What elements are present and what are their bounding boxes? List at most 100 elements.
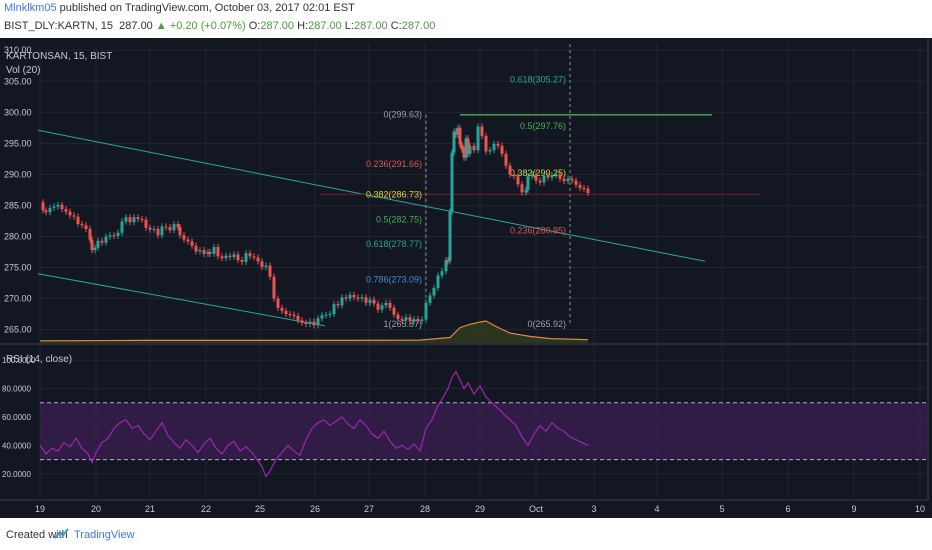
candle-body — [248, 253, 252, 257]
rsi-label: RSI (14, close) — [6, 354, 72, 365]
candle-body — [582, 188, 586, 190]
candle-body — [64, 209, 68, 212]
candle-body — [304, 322, 308, 324]
price-tick-label: 300.00 — [4, 107, 32, 117]
candle-body — [412, 319, 416, 321]
volume-ma-line — [39, 320, 589, 342]
candle-body — [428, 295, 432, 303]
candle-body — [508, 165, 512, 175]
candle-body — [520, 184, 524, 193]
time-tick-label: 21 — [145, 504, 155, 514]
time-tick-label: 9 — [851, 504, 856, 514]
close-label: C: — [390, 20, 402, 32]
candle-body — [44, 210, 48, 213]
candle-body — [228, 255, 232, 257]
time-tick-label: 20 — [91, 504, 101, 514]
candle-body — [488, 150, 492, 152]
high-label: H: — [297, 20, 309, 32]
time-tick-label: 25 — [255, 504, 265, 514]
fib-label: 0.618(305.27) — [510, 75, 566, 85]
candle-body — [198, 250, 202, 252]
candle-body — [332, 304, 336, 315]
price-tick-label: 310.00 — [4, 45, 32, 55]
author-link[interactable]: Mlnklkm05 — [4, 2, 57, 14]
price-candles — [41, 123, 590, 329]
candle-body — [432, 287, 436, 296]
candle-body — [400, 319, 404, 321]
candle-body — [364, 297, 368, 303]
fib-label: 0.236(291.66) — [366, 159, 422, 169]
candle-body — [120, 221, 124, 233]
volume-area — [40, 321, 588, 343]
candle-body — [280, 307, 284, 311]
candle-body — [496, 143, 500, 146]
candle-body — [190, 241, 194, 246]
trend-lines — [37, 114, 760, 327]
candle-body — [440, 271, 444, 276]
candle-body — [292, 314, 296, 316]
quote-line: BIST_DLY:KARTN, 15 287.00 ▲ +0.20 (+0.07… — [4, 20, 435, 32]
candle-body — [566, 178, 570, 182]
candle-body — [446, 260, 450, 262]
candle-body — [90, 239, 94, 251]
time-tick-label: 5 — [719, 504, 724, 514]
candle-body — [538, 180, 542, 183]
candle-body — [380, 305, 384, 310]
fib-label: 0.5(282.75) — [376, 214, 422, 224]
candle-body — [60, 204, 64, 210]
candle-body — [448, 211, 452, 262]
last-price: 287.00 — [119, 20, 153, 32]
candle-body — [186, 239, 190, 242]
fib-label: 0.236(280.95) — [510, 226, 566, 236]
rsi-tick-label: 40.0000 — [2, 441, 31, 450]
candle-body — [256, 257, 260, 262]
tradingview-logo-icon[interactable] — [54, 527, 70, 541]
candle-body — [356, 297, 360, 299]
candle-body — [144, 219, 148, 228]
candle-body — [340, 297, 344, 306]
time-tick-label: 4 — [654, 504, 659, 514]
price-tick-label: 280.00 — [4, 231, 32, 241]
candle-body — [562, 178, 566, 182]
candle-body — [328, 314, 332, 316]
candle-body — [444, 260, 448, 272]
fib-label: 0.382(286.73) — [366, 190, 422, 200]
price-chart[interactable]: 310.00305.00300.00295.00290.00285.00280.… — [0, 38, 932, 518]
candle-body — [360, 297, 364, 299]
candle-body — [80, 224, 84, 226]
candle-body — [288, 314, 292, 316]
candle-body — [492, 143, 496, 151]
chart-title: KARTONSAN, 15, BIST — [6, 51, 112, 62]
candle-body — [468, 145, 472, 154]
rsi-tick-label: 100.0000 — [2, 356, 36, 365]
price-tick-label: 270.00 — [4, 294, 32, 304]
fib-label: 0.382(290.25) — [510, 168, 566, 178]
open-value: 287.00 — [260, 20, 295, 32]
candle-body — [168, 227, 172, 231]
candle-body — [348, 294, 352, 299]
candle-body — [76, 216, 80, 225]
candle-body — [436, 275, 440, 288]
candle-body — [208, 251, 212, 254]
close-value: 287.00 — [401, 20, 436, 32]
candle-body — [420, 319, 424, 321]
candle-body — [388, 302, 392, 308]
candle-body — [476, 126, 480, 151]
candle-body — [524, 189, 528, 193]
tradingview-brand-link[interactable]: TradingView — [74, 529, 135, 541]
candle-body — [352, 294, 356, 298]
open-label: O: — [248, 20, 261, 32]
price-axis: 310.00 305.00 300.00 295.00 290.00 285.00 280.… — [2, 45, 36, 479]
candle-body — [530, 174, 534, 177]
candle-body — [480, 126, 484, 136]
candle-body — [268, 265, 272, 277]
chart-area[interactable]: 310.00 305.00 300.00 295.00 290.00 285.00 280.… — [0, 38, 932, 518]
candle-body — [466, 138, 470, 154]
candle-body — [182, 235, 186, 240]
candle-body — [156, 229, 160, 236]
fib-label: 0.786(273.09) — [366, 274, 422, 284]
high-value: 287.00 — [308, 20, 342, 32]
candle-body — [164, 226, 168, 228]
candle-body — [404, 317, 408, 321]
candle-body — [108, 235, 112, 237]
